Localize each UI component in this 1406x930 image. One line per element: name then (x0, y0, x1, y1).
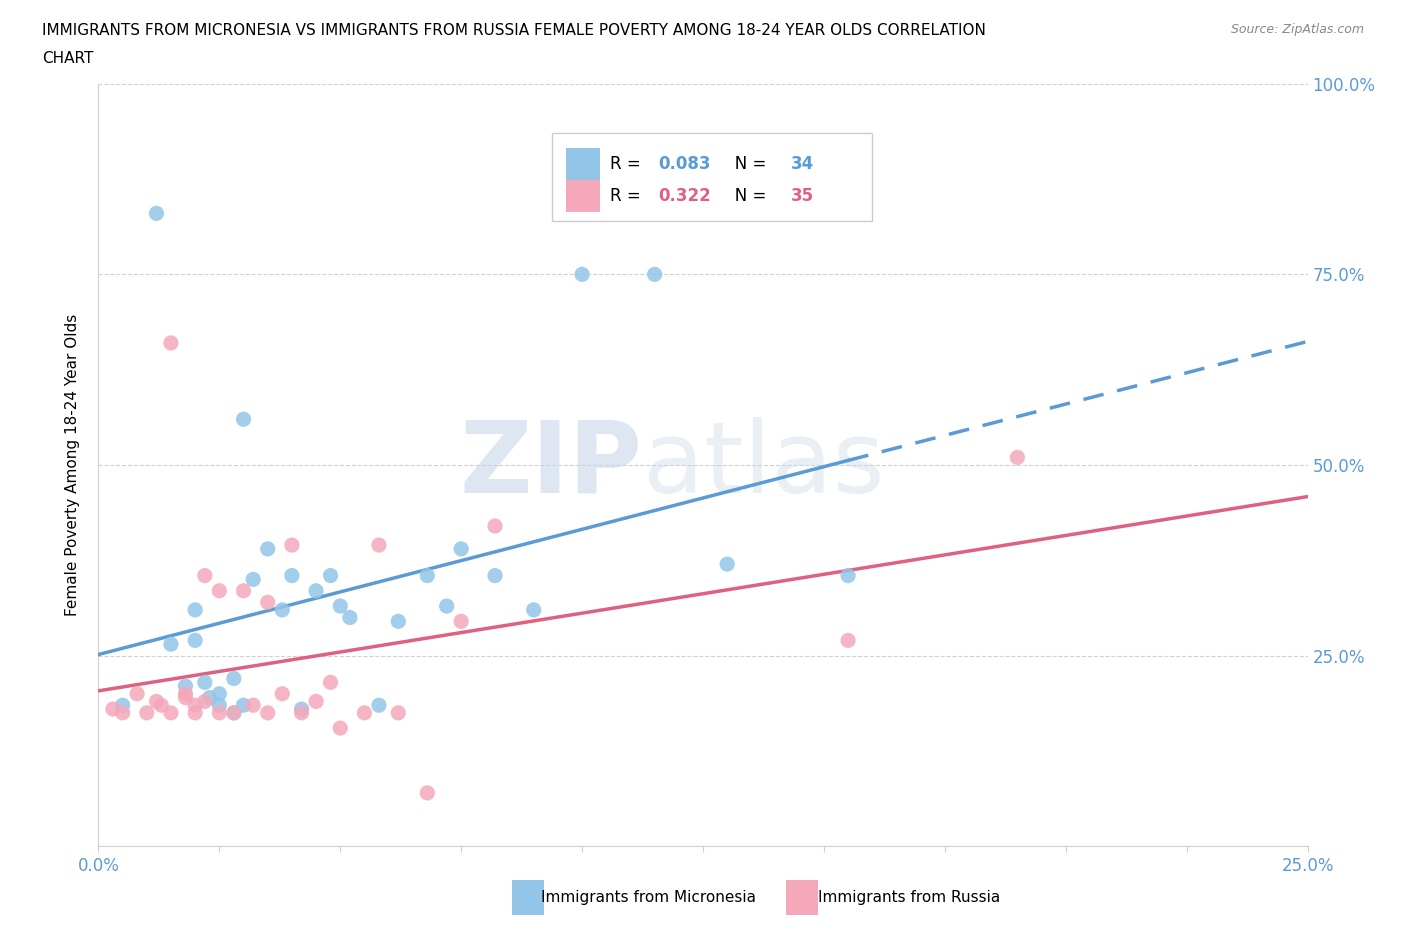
Point (150, 698, 173, 712)
Point (101, 701, 124, 716)
Text: N =: N = (718, 188, 772, 206)
Point (208, 705, 231, 720)
Point (416, 786, 439, 801)
Point (222, 705, 245, 720)
Point (145, 206, 167, 220)
Point (256, 541, 278, 556)
Point (290, 705, 312, 720)
Text: ZIP: ZIP (460, 417, 643, 513)
Point (145, 694, 167, 709)
Point (242, 698, 264, 712)
Point (290, 701, 312, 716)
Point (184, 603, 207, 618)
Point (242, 572, 264, 587)
Point (484, 519, 506, 534)
Point (111, 705, 134, 720)
Text: atlas: atlas (643, 417, 884, 513)
Point (716, 557, 738, 572)
Point (387, 705, 409, 720)
Point (111, 698, 134, 712)
FancyBboxPatch shape (567, 148, 600, 180)
Point (523, 603, 546, 618)
Point (281, 538, 304, 552)
Point (319, 675, 342, 690)
Point (194, 694, 217, 709)
Point (571, 267, 593, 282)
Point (305, 694, 328, 709)
Point (194, 675, 217, 690)
Point (208, 686, 231, 701)
Point (232, 698, 254, 712)
Point (271, 603, 294, 618)
Point (837, 568, 859, 583)
FancyBboxPatch shape (567, 180, 600, 212)
Point (368, 698, 391, 712)
Point (184, 633, 207, 648)
Point (208, 698, 231, 712)
Point (174, 690, 197, 705)
Point (127, 686, 149, 701)
Point (160, 705, 183, 720)
Point (271, 686, 294, 701)
Text: 0.322: 0.322 (658, 188, 711, 206)
Text: 35: 35 (792, 188, 814, 206)
Point (256, 595, 278, 610)
Point (222, 705, 245, 720)
Text: R =: R = (610, 188, 645, 206)
Text: CHART: CHART (42, 51, 94, 66)
Point (644, 267, 666, 282)
Point (194, 568, 217, 583)
Point (222, 671, 245, 686)
Text: Immigrants from Russia: Immigrants from Russia (818, 890, 1001, 905)
FancyBboxPatch shape (551, 133, 872, 221)
Point (184, 698, 207, 712)
Point (256, 705, 278, 720)
Point (1007, 450, 1029, 465)
Point (353, 705, 375, 720)
Text: 34: 34 (792, 155, 814, 173)
Text: IMMIGRANTS FROM MICRONESIA VS IMMIGRANTS FROM RUSSIA FEMALE POVERTY AMONG 18-24 : IMMIGRANTS FROM MICRONESIA VS IMMIGRANTS… (42, 23, 986, 38)
Point (160, 637, 183, 652)
Point (339, 610, 361, 625)
Point (135, 705, 157, 720)
Point (368, 538, 391, 552)
Point (160, 336, 183, 351)
Point (329, 599, 352, 614)
Text: Source: ZipAtlas.com: Source: ZipAtlas.com (1230, 23, 1364, 36)
Point (174, 679, 197, 694)
Point (436, 599, 458, 614)
Text: Immigrants from Micronesia: Immigrants from Micronesia (541, 890, 756, 905)
Point (416, 568, 439, 583)
Point (232, 412, 254, 427)
Point (232, 583, 254, 598)
Text: R =: R = (610, 155, 645, 173)
Point (450, 541, 472, 556)
Point (484, 568, 506, 583)
Point (387, 614, 409, 629)
Point (174, 686, 197, 701)
Point (184, 705, 207, 720)
Point (450, 614, 472, 629)
Text: N =: N = (718, 155, 772, 173)
Point (198, 690, 221, 705)
Point (319, 568, 342, 583)
Text: 0.083: 0.083 (658, 155, 711, 173)
Y-axis label: Female Poverty Among 18-24 Year Olds: Female Poverty Among 18-24 Year Olds (65, 314, 80, 616)
Point (329, 721, 352, 736)
Point (281, 568, 304, 583)
Point (208, 583, 231, 598)
Point (305, 583, 328, 598)
Point (837, 633, 859, 648)
